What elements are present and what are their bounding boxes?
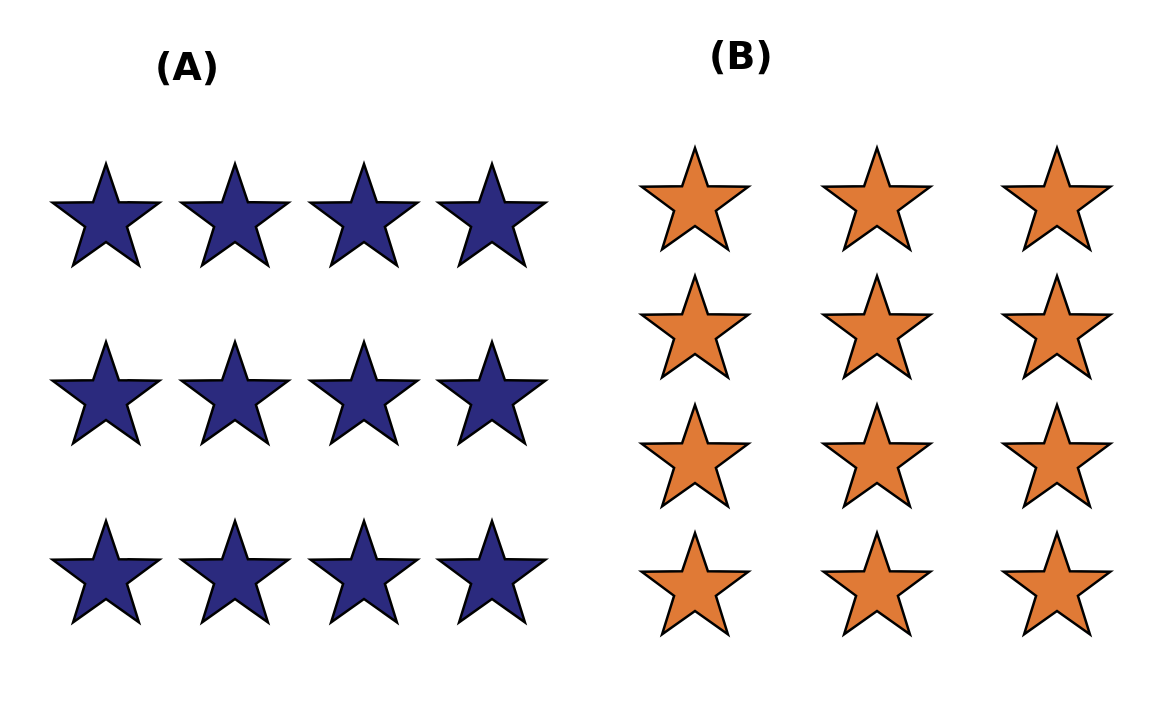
- panel-b-star-icon: [999, 144, 1115, 253]
- panel-a-star-icon: [306, 338, 422, 447]
- panel-b-star-icon: [637, 272, 753, 381]
- panel-b-star-group: [637, 144, 1115, 638]
- panel-a-star-icon: [434, 517, 550, 626]
- panel-a-label: (A): [155, 45, 220, 89]
- panel-b-star-icon: [819, 529, 935, 638]
- panel-a-star-icon: [306, 517, 422, 626]
- panel-b-star-icon: [819, 401, 935, 510]
- panel-b-star-icon: [637, 144, 753, 253]
- panel-a-star-group: [48, 160, 550, 626]
- panel-a-star-icon: [48, 338, 164, 447]
- panel-a-star-icon: [48, 517, 164, 626]
- panel-a-star-icon: [306, 160, 422, 269]
- panel-b-star-icon: [637, 401, 753, 510]
- panel-b-star-icon: [999, 529, 1115, 638]
- panel-b-star-icon: [999, 272, 1115, 381]
- panel-b-star-icon: [637, 529, 753, 638]
- panel-a-star-icon: [177, 517, 293, 626]
- panel-a-star-icon: [177, 338, 293, 447]
- panel-b-label: (B): [709, 34, 773, 78]
- panel-a-star-icon: [48, 160, 164, 269]
- panel-b-star-icon: [819, 272, 935, 381]
- panel-a-star-icon: [434, 338, 550, 447]
- panel-b-star-icon: [819, 144, 935, 253]
- panel-b-star-icon: [999, 401, 1115, 510]
- panel-a-star-icon: [434, 160, 550, 269]
- panel-a-star-icon: [177, 160, 293, 269]
